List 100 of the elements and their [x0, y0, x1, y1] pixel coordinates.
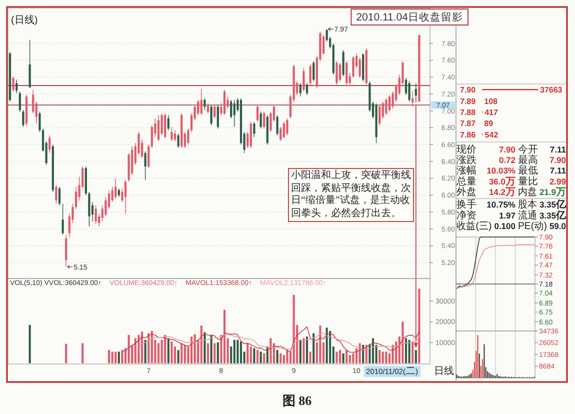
text: 2.99 — [549, 176, 566, 186]
bar — [150, 330, 153, 364]
bar — [180, 343, 183, 364]
bar — [408, 340, 410, 364]
bar — [214, 343, 216, 364]
bar — [140, 332, 144, 364]
bar — [204, 332, 206, 364]
bar — [362, 344, 364, 364]
bar — [223, 310, 226, 364]
bar — [329, 330, 332, 364]
text: 14.2万 — [488, 186, 516, 198]
text: 21.9万 — [539, 186, 566, 198]
text: 收益(三) — [456, 220, 494, 232]
bar — [402, 322, 404, 364]
bar — [312, 333, 315, 364]
text: 量比 — [518, 175, 538, 188]
bar — [342, 353, 344, 364]
bar — [372, 338, 374, 364]
text: 7.11 — [550, 166, 566, 176]
bar — [306, 336, 308, 364]
bar — [385, 352, 388, 364]
bar — [164, 334, 166, 364]
bar — [270, 338, 272, 364]
bar — [309, 352, 312, 364]
chart-title: 2010.11.04日收盘留影 — [356, 12, 463, 24]
bar — [65, 344, 68, 364]
bar — [346, 350, 348, 364]
bar — [128, 334, 130, 364]
annotation: 小阳温和上攻，突破平衡线回踩，紧贴平衡线收盘，次日“缩倍量”试盘，是主动收回拳头，必然会打出去。 — [288, 168, 414, 222]
bar — [382, 352, 384, 364]
bar — [157, 343, 160, 364]
text: 10.75% — [486, 200, 516, 210]
bar — [256, 350, 259, 364]
bar — [167, 338, 170, 364]
bar — [250, 346, 252, 364]
bar — [236, 340, 239, 364]
bar — [246, 343, 249, 364]
bar — [194, 334, 196, 364]
bar — [184, 344, 186, 364]
bar — [260, 352, 262, 364]
bar — [276, 350, 278, 364]
bar — [121, 350, 124, 364]
data-label: 417 — [484, 108, 499, 117]
data-label: 89 — [484, 119, 494, 128]
bar — [338, 350, 342, 364]
bar — [210, 334, 212, 364]
bar — [378, 350, 381, 364]
bar — [216, 342, 219, 364]
text: 换手 — [456, 198, 476, 211]
bar — [286, 350, 288, 364]
text: 3.35亿 — [539, 198, 567, 211]
text: 今开 — [518, 144, 538, 156]
text: 总量 — [456, 175, 476, 188]
y-tick-label: 7.86 — [460, 130, 476, 140]
text: 36.0万 — [488, 176, 516, 188]
bar — [358, 343, 361, 364]
bar — [118, 352, 120, 364]
bar — [170, 342, 173, 364]
bar — [392, 344, 394, 364]
bar — [299, 340, 302, 364]
bar — [404, 338, 408, 364]
text: 日线 — [434, 365, 454, 377]
text: 7.90 — [498, 144, 516, 154]
text: 流通 — [518, 209, 538, 222]
bar — [114, 352, 117, 364]
text: 净资 — [456, 209, 476, 222]
bar — [263, 353, 266, 364]
text: 0.100 — [494, 220, 516, 231]
bar — [148, 333, 150, 364]
text: 10.03% — [486, 166, 516, 176]
text: 涨幅 — [456, 164, 476, 177]
text: 内盘 — [518, 186, 538, 198]
bar — [108, 350, 110, 364]
text: 7.90 — [549, 155, 566, 166]
text: 1.97 — [498, 210, 516, 220]
text: 最高 — [518, 154, 538, 166]
bar — [266, 346, 268, 364]
text: 最低 — [518, 166, 538, 177]
bar — [319, 326, 322, 364]
bar — [414, 350, 417, 364]
text: 3.35亿 — [539, 209, 567, 222]
bar — [177, 350, 180, 364]
bar — [280, 353, 282, 364]
bar — [418, 288, 420, 364]
text: (日线) — [11, 14, 38, 26]
text: 现价 — [456, 144, 476, 156]
y-tick-label: 7.90 — [460, 86, 476, 95]
bar — [206, 343, 210, 364]
text: 7.11 — [550, 144, 566, 154]
bar — [144, 340, 146, 364]
caption: 图 86 — [282, 393, 312, 408]
bar — [233, 340, 236, 364]
bar — [326, 328, 328, 364]
bar — [200, 326, 202, 364]
bar — [134, 338, 136, 364]
bar — [138, 334, 140, 364]
bar — [302, 338, 305, 364]
bar — [336, 352, 338, 364]
data-label: 108 — [484, 96, 498, 106]
y-tick-label: 7.87 — [460, 119, 476, 128]
